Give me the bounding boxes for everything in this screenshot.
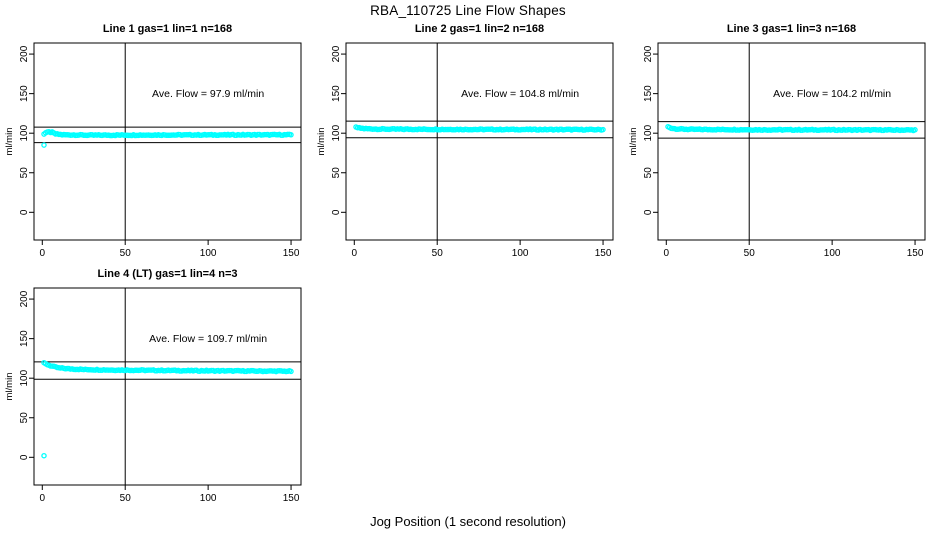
y-tick-label: 0 bbox=[331, 209, 342, 215]
y-tick-label: 200 bbox=[331, 45, 342, 62]
y-tick-label: 50 bbox=[19, 167, 30, 179]
y-tick-label: 0 bbox=[19, 209, 30, 215]
outlier-point bbox=[41, 452, 47, 459]
y-tick-label: 150 bbox=[331, 85, 342, 102]
y-tick-label: 100 bbox=[19, 124, 30, 141]
x-tick-label: 0 bbox=[40, 248, 46, 259]
x-tick-label: 100 bbox=[824, 248, 841, 259]
plot-box bbox=[657, 42, 926, 241]
y-tick-label: 100 bbox=[331, 124, 342, 141]
y-tick-label: 0 bbox=[19, 454, 30, 460]
avg-flow-annotation: Ave. Flow = 97.9 ml/min bbox=[152, 88, 264, 100]
x-tick-label: 150 bbox=[283, 493, 300, 504]
avg-flow-annotation: Ave. Flow = 104.2 ml/min bbox=[773, 88, 891, 100]
main-title: RBA_110725 Line Flow Shapes bbox=[370, 3, 566, 18]
x-tick-label: 150 bbox=[907, 248, 924, 259]
y-tick-label: 150 bbox=[643, 85, 654, 102]
x-tick-label: 50 bbox=[120, 493, 132, 504]
x-tick-label: 100 bbox=[200, 493, 217, 504]
plot-box bbox=[33, 42, 302, 241]
x-tick-label: 50 bbox=[432, 248, 444, 259]
x-tick-label: 150 bbox=[595, 248, 612, 259]
x-tick-label: 50 bbox=[120, 248, 132, 259]
y-tick-label: 50 bbox=[331, 167, 342, 179]
avg-flow-annotation: Ave. Flow = 109.7 ml/min bbox=[149, 333, 267, 345]
plot-box bbox=[345, 42, 614, 241]
x-tick-label: 150 bbox=[283, 248, 300, 259]
y-tick-label: 50 bbox=[19, 412, 30, 424]
y-tick-label: 50 bbox=[643, 167, 654, 179]
y-tick-label: 200 bbox=[19, 290, 30, 307]
outlier-point bbox=[41, 142, 47, 148]
y-axis-unit-label: ml/min bbox=[316, 128, 327, 156]
subplot-title: Line 1 gas=1 lin=1 n=168 bbox=[103, 23, 232, 35]
y-tick-label: 200 bbox=[643, 45, 654, 62]
x-tick-label: 0 bbox=[352, 248, 358, 259]
y-axis-unit-label: ml/min bbox=[4, 373, 15, 401]
y-tick-label: 150 bbox=[19, 330, 30, 347]
y-tick-label: 100 bbox=[19, 369, 30, 386]
y-tick-label: 200 bbox=[19, 45, 30, 62]
x-tick-label: 100 bbox=[200, 248, 217, 259]
data-point bbox=[600, 126, 606, 133]
x-tick-label: 50 bbox=[744, 248, 756, 259]
y-axis-unit-label: ml/min bbox=[628, 128, 639, 156]
data-point bbox=[288, 132, 294, 138]
x-tick-label: 0 bbox=[40, 493, 46, 504]
x-tick-label: 100 bbox=[512, 248, 529, 259]
avg-flow-annotation: Ave. Flow = 104.8 ml/min bbox=[461, 88, 579, 100]
plot-box bbox=[33, 287, 302, 486]
subplot-1: 0 50 100 150 0 50 100 150 200 ml/min Line 1 gas=1 … bbox=[4, 23, 302, 259]
x-tick-label: 0 bbox=[664, 248, 670, 259]
x-axis-label: Jog Position (1 second resolution) bbox=[370, 514, 566, 529]
subplot-3: 0 50 100 150 0 50 100 150 200 ml/min Line 3 gas=1 … bbox=[628, 23, 926, 259]
data-point bbox=[288, 368, 294, 375]
data-point bbox=[912, 127, 918, 133]
subplot-4: 0 50 100 150 0 50 100 150 200 ml/min Line 4 (LT) g… bbox=[4, 268, 302, 504]
subplot-title: Line 2 gas=1 lin=2 n=168 bbox=[415, 23, 544, 35]
y-tick-label: 100 bbox=[643, 124, 654, 141]
subplot-2: 0 50 100 150 0 50 100 150 200 ml/min Line 2 gas=1 … bbox=[316, 23, 614, 259]
y-axis-unit-label: ml/min bbox=[4, 128, 15, 156]
y-tick-label: 0 bbox=[643, 209, 654, 215]
y-tick-label: 150 bbox=[19, 85, 30, 102]
subplot-title: Line 3 gas=1 lin=3 n=168 bbox=[727, 23, 856, 35]
subplot-title: Line 4 (LT) gas=1 lin=4 n=3 bbox=[97, 268, 237, 280]
